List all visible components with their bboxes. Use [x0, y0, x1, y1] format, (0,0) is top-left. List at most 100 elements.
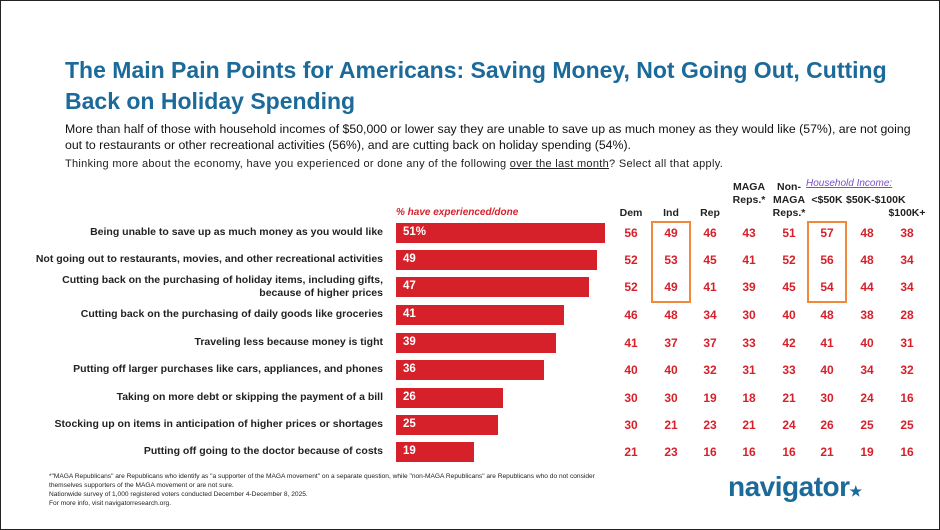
column-header: Ind — [663, 207, 679, 219]
question-text: Thinking more about the economy, have yo… — [65, 158, 510, 170]
household-income-header: Household Income: — [806, 178, 893, 189]
table-cell: 30 — [742, 308, 756, 322]
survey-question: Thinking more about the economy, have yo… — [65, 158, 925, 170]
table-cell: 38 — [860, 308, 874, 322]
table-cell: 31 — [900, 336, 914, 350]
table-cell: 52 — [624, 280, 638, 294]
table-cell: 23 — [703, 418, 717, 432]
bar — [396, 250, 597, 270]
table-cell: 41 — [820, 336, 834, 350]
table-cell: 56 — [820, 253, 834, 267]
table-cell: 33 — [782, 363, 796, 377]
highlight-box — [651, 221, 691, 303]
question-timeframe: over the last month — [509, 158, 610, 170]
table-cell: 45 — [703, 253, 717, 267]
column-header: Dem — [619, 207, 643, 219]
table-cell: 34 — [900, 253, 914, 267]
table-cell: 40 — [664, 363, 678, 377]
table-cell: 40 — [782, 308, 796, 322]
table-cell: 48 — [820, 308, 834, 322]
table-cell: 41 — [703, 280, 717, 294]
bar-value-label: 47 — [403, 280, 416, 292]
table-cell: 16 — [782, 445, 796, 459]
table-cell: 54 — [820, 280, 834, 294]
table-cell: 31 — [742, 363, 756, 377]
bar — [396, 333, 556, 353]
table-cell: 49 — [664, 226, 678, 240]
table-cell: 34 — [860, 363, 874, 377]
column-header: $50K-$100K — [846, 194, 906, 206]
table-cell: 25 — [900, 418, 914, 432]
table-cell: 42 — [782, 336, 796, 350]
table-cell: 32 — [900, 363, 914, 377]
row-label: Cutting back on the purchasing of daily … — [80, 308, 383, 320]
table-cell: 53 — [664, 253, 678, 267]
table-cell: 25 — [860, 418, 874, 432]
row-label: Not going out to restaurants, movies, an… — [35, 253, 383, 265]
highlight-box — [807, 221, 847, 303]
bar — [396, 305, 565, 325]
table-cell: 34 — [703, 308, 717, 322]
footnote-maga: *"MAGA Republicans" are Republicans who … — [49, 473, 595, 489]
bar — [396, 442, 474, 462]
bar-header: % have experienced/done — [396, 207, 519, 218]
table-cell: 44 — [860, 280, 874, 294]
table-cell: 56 — [624, 226, 638, 240]
table-cell: 21 — [664, 418, 678, 432]
table-cell: 48 — [664, 308, 678, 322]
table-cell: 40 — [820, 363, 834, 377]
table-cell: 57 — [820, 226, 834, 240]
table-cell: 45 — [782, 280, 796, 294]
table-cell: 16 — [900, 445, 914, 459]
row-label: Cutting back on the purchasing of holida… — [62, 274, 383, 299]
bar-value-label: 25 — [403, 418, 416, 430]
table-cell: 21 — [782, 391, 796, 405]
logo-star-icon: ★ — [849, 483, 863, 499]
bar-value-label: 36 — [403, 363, 416, 375]
table-cell: 33 — [742, 336, 756, 350]
table-cell: 52 — [782, 253, 796, 267]
table-cell: 41 — [742, 253, 756, 267]
table-cell: 19 — [703, 391, 717, 405]
bar-value-label: 41 — [403, 308, 416, 320]
table-cell: 16 — [703, 445, 717, 459]
row-label: Taking on more debt or skipping the paym… — [116, 391, 383, 403]
table-cell: 52 — [624, 253, 638, 267]
row-label: Being unable to save up as much money as… — [90, 226, 383, 238]
table-cell: 30 — [820, 391, 834, 405]
footnote: *"MAGA Republicans" are Republicans who … — [49, 472, 609, 508]
bar-value-label: 51% — [403, 226, 427, 238]
table-cell: 40 — [624, 363, 638, 377]
table-cell: 40 — [860, 336, 874, 350]
table-cell: 19 — [860, 445, 874, 459]
bar — [396, 277, 589, 297]
column-header: <$50K — [811, 194, 843, 206]
row-label: Traveling less because money is tight — [194, 336, 384, 348]
table-cell: 51 — [782, 226, 796, 240]
table-cell: 49 — [664, 280, 678, 294]
table-cell: 30 — [624, 391, 638, 405]
table-cell: 43 — [742, 226, 756, 240]
table-cell: 41 — [624, 336, 638, 350]
table-cell: 16 — [742, 445, 756, 459]
bar-value-label: 19 — [403, 445, 416, 457]
table-cell: 28 — [900, 308, 914, 322]
footnote-info: For more info, visit navigatorresearch.o… — [49, 500, 172, 507]
column-header: Rep — [700, 207, 720, 219]
table-cell: 48 — [860, 226, 874, 240]
table-cell: 24 — [782, 418, 796, 432]
bar-value-label: 26 — [403, 391, 416, 403]
bar — [396, 415, 499, 435]
row-label: Putting off larger purchases like cars, … — [73, 363, 383, 375]
table-cell: 32 — [703, 363, 717, 377]
table-cell: 37 — [664, 336, 678, 350]
footnote-survey: Nationwide survey of 1,000 registered vo… — [49, 491, 308, 498]
column-header: $100K+ — [888, 207, 926, 219]
table-cell: 18 — [742, 391, 756, 405]
table-cell: 24 — [860, 391, 874, 405]
bar — [396, 388, 503, 408]
navigator-logo: navigator★ — [728, 471, 862, 503]
table-cell: 23 — [664, 445, 678, 459]
column-header: MAGA Reps.* — [732, 181, 766, 206]
